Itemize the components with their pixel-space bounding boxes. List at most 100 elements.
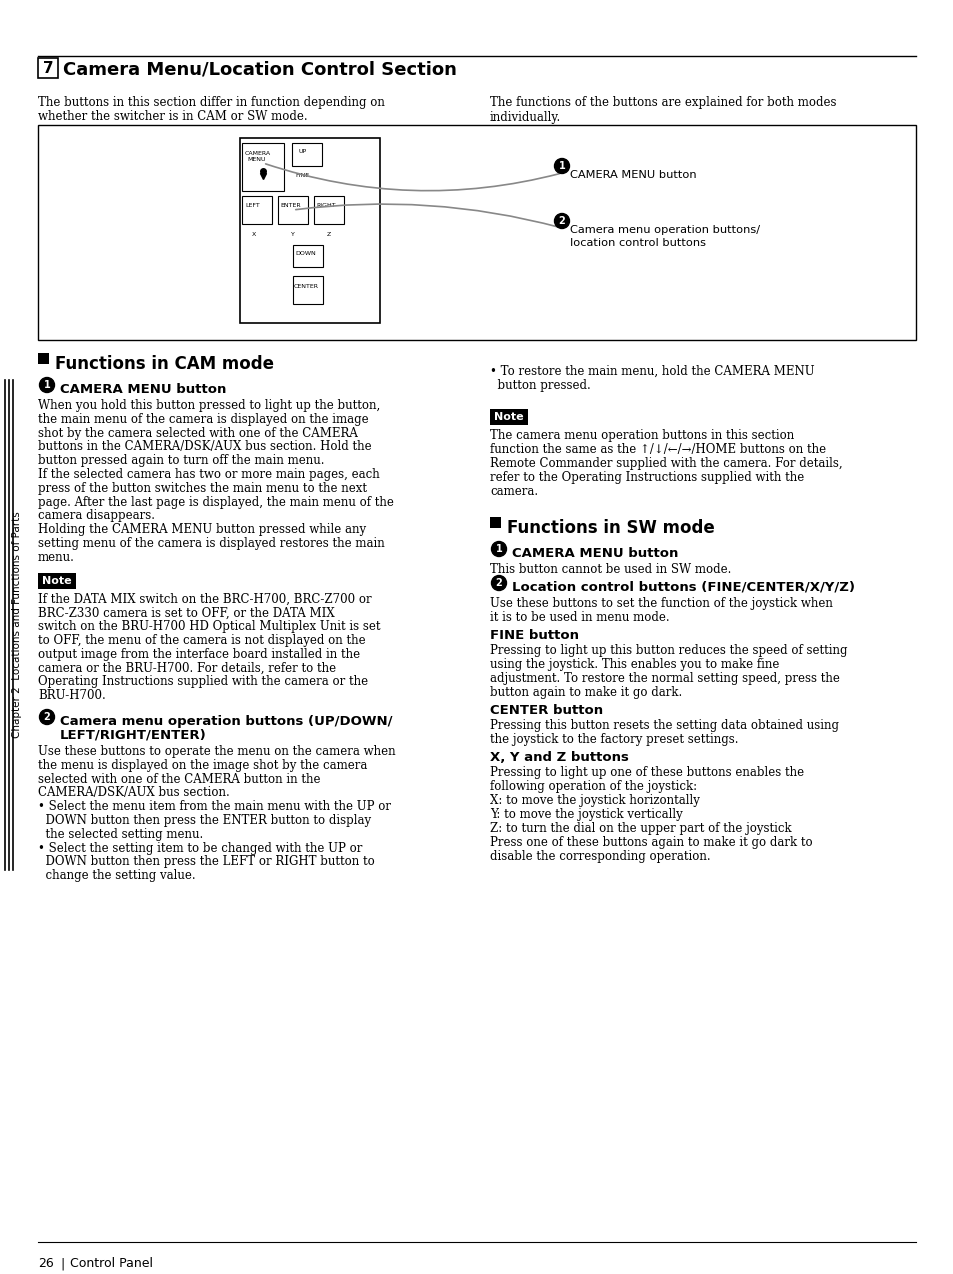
Text: camera.: camera. [490,485,537,498]
Bar [38,59,58,78]
Circle shape [554,158,569,173]
Text: This button cannot be used in SW mode.: This button cannot be used in SW mode. [490,563,731,576]
Text: CENTER button: CENTER button [490,705,602,717]
Text: 2: 2 [496,578,502,589]
Text: Pressing this button resets the setting data obtained using: Pressing this button resets the setting … [490,719,838,733]
Text: Functions in SW mode: Functions in SW mode [506,519,714,538]
Text: button pressed again to turn off the main menu.: button pressed again to turn off the mai… [38,455,324,468]
Bar [293,245,323,268]
Text: 1: 1 [558,161,565,171]
Text: Use these buttons to set the function of the joystick when: Use these buttons to set the function of… [490,598,832,610]
Text: 1: 1 [44,380,51,390]
Text: Pressing to light up this button reduces the speed of setting: Pressing to light up this button reduces… [490,643,846,657]
Text: page. After the last page is displayed, the main menu of the: page. After the last page is displayed, … [38,496,394,508]
Text: • Select the setting item to be changed with the UP or: • Select the setting item to be changed … [38,842,362,855]
Text: press of the button switches the main menu to the next: press of the button switches the main me… [38,482,367,494]
Bar [38,353,49,364]
Text: using the joystick. This enables you to make fine: using the joystick. This enables you to … [490,657,779,671]
Bar [292,143,322,166]
Text: the main menu of the camera is displayed on the image: the main menu of the camera is displayed… [38,413,368,426]
Text: Note: Note [42,576,71,586]
Text: function the same as the ↑/↓/←/→/HOME buttons on the: function the same as the ↑/↓/←/→/HOME bu… [490,443,825,456]
Text: the joystick to the factory preset settings.: the joystick to the factory preset setti… [490,733,738,747]
Text: The buttons in this section differ in function depending on: The buttons in this section differ in fu… [38,96,384,110]
Text: FINE: FINE [294,173,309,178]
Text: BRU-H700.: BRU-H700. [38,689,106,702]
Text: to OFF, the menu of the camera is not displayed on the: to OFF, the menu of the camera is not di… [38,634,365,647]
Text: X: X [252,232,255,237]
Text: whether the switcher is in CAM or SW mode.: whether the switcher is in CAM or SW mod… [38,111,307,124]
Text: Z: Z [327,232,331,237]
Text: camera or the BRU-H700. For details, refer to the: camera or the BRU-H700. For details, ref… [38,661,335,675]
Text: Camera Menu/Location Control Section: Camera Menu/Location Control Section [63,61,456,79]
Text: menu.: menu. [38,550,74,564]
Text: shot by the camera selected with one of the CAMERA: shot by the camera selected with one of … [38,427,357,440]
Text: |: | [60,1257,64,1270]
Text: switch on the BRU-H700 HD Optical Multiplex Unit is set: switch on the BRU-H700 HD Optical Multip… [38,620,380,633]
Text: Y: Y [291,232,294,237]
Text: Press one of these buttons again to make it go dark to: Press one of these buttons again to make… [490,836,812,848]
Text: The functions of the buttons are explained for both modes: The functions of the buttons are explain… [490,96,836,110]
Text: buttons in the CAMERA/DSK/AUX bus section. Hold the: buttons in the CAMERA/DSK/AUX bus sectio… [38,441,372,454]
Text: Remote Commander supplied with the camera. For details,: Remote Commander supplied with the camer… [490,457,841,470]
Text: refer to the Operating Instructions supplied with the: refer to the Operating Instructions supp… [490,471,803,484]
Bar [38,572,76,589]
Text: output image from the interface board installed in the: output image from the interface board in… [38,647,359,661]
Text: it is to be used in menu mode.: it is to be used in menu mode. [490,612,669,624]
Bar [240,138,379,324]
Text: selected with one of the CAMERA button in the: selected with one of the CAMERA button i… [38,772,320,786]
Text: change the setting value.: change the setting value. [38,869,195,882]
Text: CAMERA: CAMERA [245,152,271,155]
Text: If the selected camera has two or more main pages, each: If the selected camera has two or more m… [38,468,379,482]
Text: 26: 26 [38,1257,53,1270]
Text: button again to make it go dark.: button again to make it go dark. [490,685,681,699]
Text: DOWN: DOWN [294,251,315,256]
Text: Operating Instructions supplied with the camera or the: Operating Instructions supplied with the… [38,675,368,688]
Circle shape [554,214,569,228]
Text: Camera menu operation buttons (UP/DOWN/: Camera menu operation buttons (UP/DOWN/ [60,715,392,727]
Text: camera disappears.: camera disappears. [38,510,154,522]
Text: DOWN button then press the LEFT or RIGHT button to: DOWN button then press the LEFT or RIGHT… [38,855,375,869]
Bar [242,143,284,191]
Bar [242,196,272,224]
Text: Note: Note [494,412,523,422]
Text: X: to move the joystick horizontally: X: to move the joystick horizontally [490,794,700,806]
Text: CENTER: CENTER [294,284,318,289]
Text: Pressing to light up one of these buttons enables the: Pressing to light up one of these button… [490,766,803,778]
Text: FINE button: FINE button [490,629,578,642]
Text: RIGHT: RIGHT [315,203,335,208]
Text: CAMERA/DSK/AUX bus section.: CAMERA/DSK/AUX bus section. [38,786,230,799]
Text: Holding the CAMERA MENU button pressed while any: Holding the CAMERA MENU button pressed w… [38,524,366,536]
Text: ENTER: ENTER [280,203,300,208]
Text: Z: to turn the dial on the upper part of the joystick: Z: to turn the dial on the upper part of… [490,822,791,834]
Text: following operation of the joystick:: following operation of the joystick: [490,780,697,792]
Circle shape [39,377,54,392]
Bar [293,276,323,304]
Text: disable the corresponding operation.: disable the corresponding operation. [490,850,710,862]
Text: CAMERA MENU button: CAMERA MENU button [60,383,226,396]
Text: When you hold this button pressed to light up the button,: When you hold this button pressed to lig… [38,399,380,412]
Text: 2: 2 [558,217,565,225]
Text: MENU: MENU [247,157,265,162]
Bar [38,125,915,340]
Text: BRC-Z330 camera is set to OFF, or the DATA MIX: BRC-Z330 camera is set to OFF, or the DA… [38,606,335,619]
Bar [490,409,527,426]
Bar [314,196,344,224]
Text: UP: UP [298,149,307,154]
Text: the menu is displayed on the image shot by the camera: the menu is displayed on the image shot … [38,759,367,772]
Text: • To restore the main menu, hold the CAMERA MENU: • To restore the main menu, hold the CAM… [490,364,814,378]
Text: The camera menu operation buttons in this section: The camera menu operation buttons in thi… [490,429,794,442]
Circle shape [491,576,506,591]
Text: button pressed.: button pressed. [490,378,590,392]
Text: 7: 7 [43,61,53,76]
Text: LEFT: LEFT [245,203,259,208]
Text: individually.: individually. [490,111,560,124]
Text: CAMERA MENU button: CAMERA MENU button [512,547,678,561]
Text: If the DATA MIX switch on the BRC-H700, BRC-Z700 or: If the DATA MIX switch on the BRC-H700, … [38,592,372,605]
Text: Location control buttons (FINE/CENTER/X/Y/Z): Location control buttons (FINE/CENTER/X/… [512,581,854,594]
Text: Control Panel: Control Panel [70,1257,152,1270]
Circle shape [491,541,506,557]
Text: location control buttons: location control buttons [569,238,705,248]
Text: • Select the menu item from the main menu with the UP or: • Select the menu item from the main men… [38,800,391,813]
Bar [277,196,308,224]
